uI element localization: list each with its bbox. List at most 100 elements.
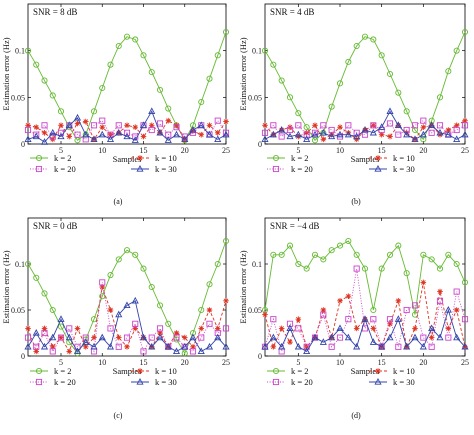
legend-marker xyxy=(375,368,381,374)
legend-marker xyxy=(137,368,143,374)
data-point xyxy=(311,130,319,138)
data-point xyxy=(361,315,369,322)
data-point xyxy=(99,117,106,124)
series-line-k2 xyxy=(27,240,227,355)
data-point xyxy=(214,52,221,59)
data-point xyxy=(261,47,269,54)
y-axis-label: Estimation error (Hz) xyxy=(1,250,11,323)
data-point xyxy=(445,251,452,258)
data-point xyxy=(99,284,106,290)
x-tick-label: 20 xyxy=(419,146,427,155)
legend-entry: k = 2 xyxy=(291,153,309,163)
data-point xyxy=(386,120,394,127)
data-point xyxy=(445,334,452,341)
x-tick-label: 15 xyxy=(140,358,148,367)
data-point xyxy=(181,342,189,350)
data-point xyxy=(278,325,285,332)
legend-entry: k = 30 xyxy=(155,377,177,387)
data-point xyxy=(148,69,155,76)
data-point xyxy=(140,133,147,140)
data-point xyxy=(90,135,98,142)
data-point xyxy=(107,325,114,332)
data-point xyxy=(223,118,229,125)
data-point xyxy=(370,36,377,43)
data-point xyxy=(82,130,90,138)
data-point xyxy=(173,334,180,341)
data-point xyxy=(148,283,155,291)
x-tick-label: 10 xyxy=(98,146,106,155)
data-point xyxy=(99,293,106,300)
data-point xyxy=(107,61,114,68)
data-point xyxy=(328,247,335,254)
x-tick-label: 25 xyxy=(461,358,469,367)
legend-marker xyxy=(375,155,381,161)
x-tick-label: 5 xyxy=(296,146,300,155)
data-point xyxy=(214,325,221,332)
data-point xyxy=(428,256,435,263)
data-point xyxy=(82,338,90,345)
legend-marker xyxy=(272,378,280,386)
legend-marker xyxy=(136,378,144,385)
data-point xyxy=(461,316,469,323)
data-point xyxy=(353,132,361,140)
data-point xyxy=(222,28,230,36)
data-point xyxy=(437,288,443,295)
data-point xyxy=(115,334,122,341)
data-point xyxy=(148,126,155,134)
data-point xyxy=(189,333,197,341)
data-point xyxy=(49,348,56,355)
data-point xyxy=(222,129,230,136)
data-point xyxy=(214,329,221,337)
data-point xyxy=(403,130,411,138)
data-point xyxy=(353,325,360,332)
x-tick-label: 10 xyxy=(98,358,106,367)
data-point xyxy=(270,251,277,258)
data-point xyxy=(214,130,221,136)
legend-entry: k = 10 xyxy=(155,153,177,163)
data-point xyxy=(57,334,65,341)
data-point xyxy=(436,122,444,129)
x-tick-label: 25 xyxy=(222,358,230,367)
legend-entry: k = 10 xyxy=(155,366,177,376)
data-point xyxy=(173,124,180,131)
y-tick-label: 0 xyxy=(21,140,25,149)
chart-panel-2: 0 0.05 0.1 5 10 15 20 25 Samples Estimation error… xyxy=(238,3,469,206)
x-tick-label: 5 xyxy=(59,358,63,367)
chart-panel-1: 0 0.05 0.1 5 10 15 20 25 Samples Estimation error… xyxy=(1,3,230,206)
data-point xyxy=(411,122,419,129)
data-point xyxy=(411,302,419,309)
legend-marker xyxy=(374,378,382,385)
data-point xyxy=(336,130,344,138)
data-point xyxy=(345,237,352,245)
data-point xyxy=(345,293,352,299)
data-point xyxy=(278,77,285,84)
data-point xyxy=(66,133,73,140)
data-point xyxy=(286,132,294,140)
data-point xyxy=(73,347,82,355)
data-point xyxy=(395,343,402,350)
data-point xyxy=(278,251,285,258)
x-tick-label: 20 xyxy=(181,146,189,155)
data-point xyxy=(411,311,419,318)
data-point xyxy=(156,128,164,136)
series-line-k2 xyxy=(264,240,466,315)
data-point xyxy=(370,325,377,332)
plot-frame xyxy=(27,217,227,357)
data-point xyxy=(344,130,352,138)
data-point xyxy=(49,344,56,350)
data-point xyxy=(214,333,222,341)
y-axis-label: Estimation error (Hz) xyxy=(1,37,11,110)
legend-entry: k = 2 xyxy=(54,366,72,376)
chart-panel-3: 0 0.05 0.1 5 10 15 20 25 Samples Estimation error… xyxy=(1,217,230,420)
series-line-k2 xyxy=(27,31,227,142)
data-point xyxy=(41,329,48,337)
data-point xyxy=(40,342,49,350)
data-point xyxy=(124,122,130,129)
data-point xyxy=(123,33,131,40)
data-point xyxy=(345,316,352,323)
y-tick-label: 0 xyxy=(21,352,25,361)
data-point xyxy=(132,325,139,332)
legend-entry: k = 10 xyxy=(393,153,415,163)
legend-marker xyxy=(136,165,144,172)
data-point xyxy=(270,344,277,350)
